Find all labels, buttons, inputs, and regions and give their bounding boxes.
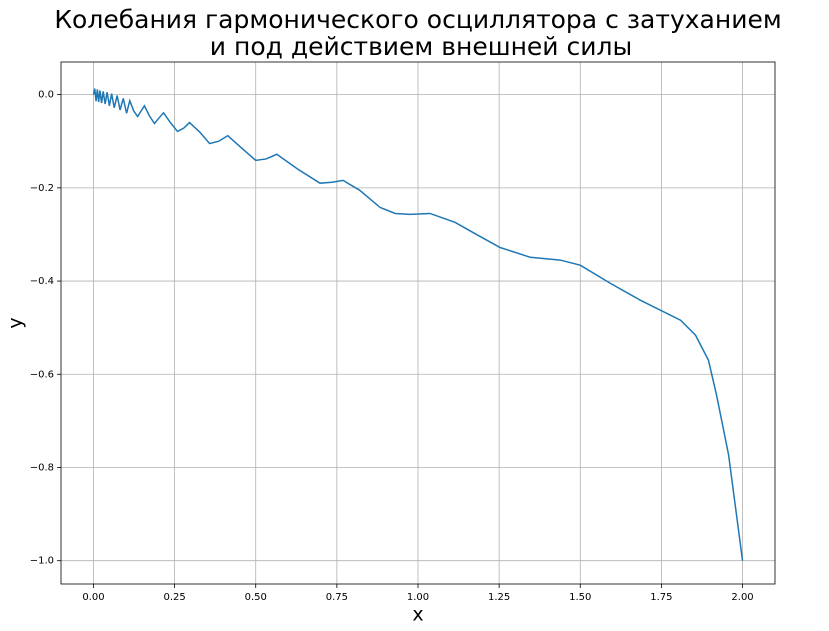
x-tick-label: 1.50: [569, 592, 591, 603]
x-tick-label: 1.00: [407, 592, 429, 603]
y-axis-label: y: [5, 317, 27, 328]
y-tick-label: 0.0: [38, 90, 54, 101]
chart-title: и под действием внешней силы: [210, 32, 632, 61]
x-tick-label: 1.25: [488, 592, 510, 603]
x-tick-label: 0.25: [163, 592, 185, 603]
x-tick-label: 2.00: [731, 592, 753, 603]
x-tick-label: 0.50: [245, 592, 267, 603]
y-tick-label: −0.6: [30, 369, 54, 380]
x-tick-label: 0.00: [82, 592, 104, 603]
x-axis-label: x: [412, 604, 423, 626]
chart-title: Колебания гармонического осциллятора с з…: [54, 5, 781, 34]
y-tick-label: −0.2: [30, 183, 54, 194]
y-tick-label: −1.0: [30, 556, 54, 567]
plot-frame: [60, 61, 776, 585]
x-tick-label: 1.75: [650, 592, 672, 603]
y-tick-label: −0.8: [30, 462, 54, 473]
y-tick-label: −0.4: [30, 276, 54, 287]
x-tick-label: 0.75: [326, 592, 348, 603]
data-line: [92, 88, 744, 561]
